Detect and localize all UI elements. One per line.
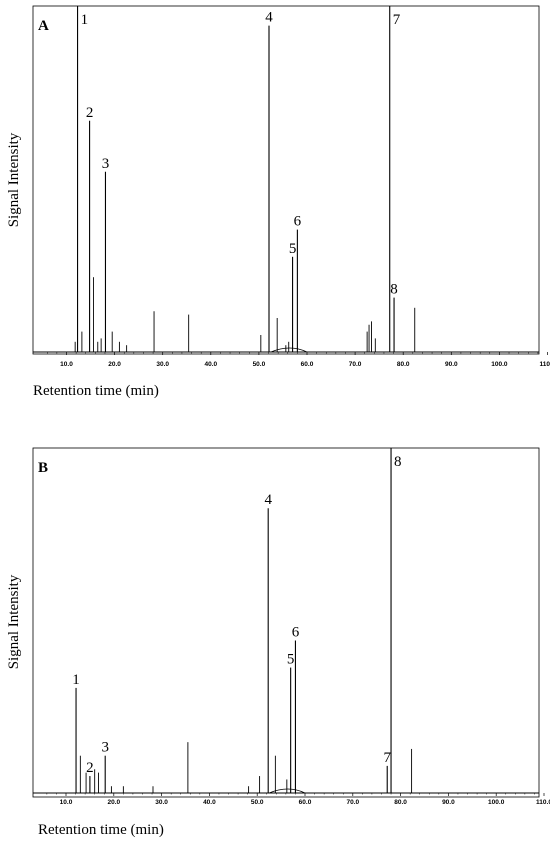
x-tick-label: 40.0 — [203, 799, 216, 806]
peak-label-3: 3 — [101, 740, 109, 756]
peak-label-7: 7 — [383, 750, 391, 766]
peak-label-6: 6 — [294, 214, 302, 230]
baseline-hump — [269, 788, 306, 794]
panel-a-label: A — [38, 18, 49, 34]
panel-a: A 1 2 3 4 5 6 7 8 10.0 20.0 30.0 40.0 50.0 60.0 70.0 8… — [6, 5, 550, 399]
peak-label-5: 5 — [287, 652, 295, 668]
panel-a-frame — [32, 5, 540, 355]
peak-label-2: 2 — [86, 760, 94, 776]
x-tick-label: 60.0 — [299, 799, 312, 806]
x-tick-label: 10.0 — [60, 361, 73, 368]
x-tick-label: 70.0 — [349, 361, 362, 368]
x-tick-label: 90.0 — [445, 361, 458, 368]
x-tick-label: 80.0 — [394, 799, 407, 806]
peak-label-1: 1 — [81, 12, 89, 28]
x-tick-label: 10.0 — [60, 799, 73, 806]
x-tick-label: 110.0 — [536, 799, 550, 806]
x-tick-label: 20.0 — [108, 361, 121, 368]
x-tick-label: 30.0 — [155, 799, 168, 806]
panel-a-peaks: 1 2 3 4 5 6 7 8 — [33, 6, 539, 353]
panel-a-x-axis-title: Retention time (min) — [33, 383, 159, 399]
x-tick-label: 80.0 — [397, 361, 410, 368]
x-tick-label: 110.0 — [540, 361, 550, 368]
panel-b-label: B — [38, 460, 48, 476]
peak-label-4: 4 — [264, 492, 272, 508]
peak-label-1: 1 — [72, 672, 80, 688]
peak-label-3: 3 — [102, 156, 110, 172]
peak-label-8: 8 — [390, 282, 398, 298]
peak-label-7: 7 — [393, 12, 401, 28]
x-tick-label: 30.0 — [156, 361, 169, 368]
peak-label-6: 6 — [292, 624, 300, 640]
x-tick-label: 60.0 — [301, 361, 314, 368]
x-tick-label: 100.0 — [488, 799, 505, 806]
x-tick-label: 90.0 — [442, 799, 455, 806]
x-tick-label: 50.0 — [253, 361, 266, 368]
panel-a-x-ticks: 10.0 20.0 30.0 40.0 50.0 60.0 70.0 80.0 90.0 100.… — [47, 352, 550, 368]
panel-b-x-axis-title: Retention time (min) — [38, 822, 164, 838]
x-tick-label: 70.0 — [346, 799, 359, 806]
panel-b-y-axis-title: Signal Intensity — [6, 574, 22, 669]
panel-a-y-axis-title: Signal Intensity — [6, 132, 22, 227]
panel-b-x-ticks: 10.0 20.0 30.0 40.0 50.0 60.0 70.0 80.0 90.0 100.… — [46, 793, 550, 806]
baseline-hump — [270, 347, 308, 353]
panel-b-frame — [32, 447, 540, 798]
x-tick-label: 50.0 — [251, 799, 264, 806]
x-tick-label: 20.0 — [107, 799, 120, 806]
peak-label-4: 4 — [265, 10, 273, 26]
peak-label-2: 2 — [86, 105, 94, 121]
x-tick-label: 100.0 — [491, 361, 508, 368]
x-tick-label: 40.0 — [204, 361, 217, 368]
peak-label-8: 8 — [394, 454, 402, 470]
peak-label-5: 5 — [289, 241, 297, 257]
